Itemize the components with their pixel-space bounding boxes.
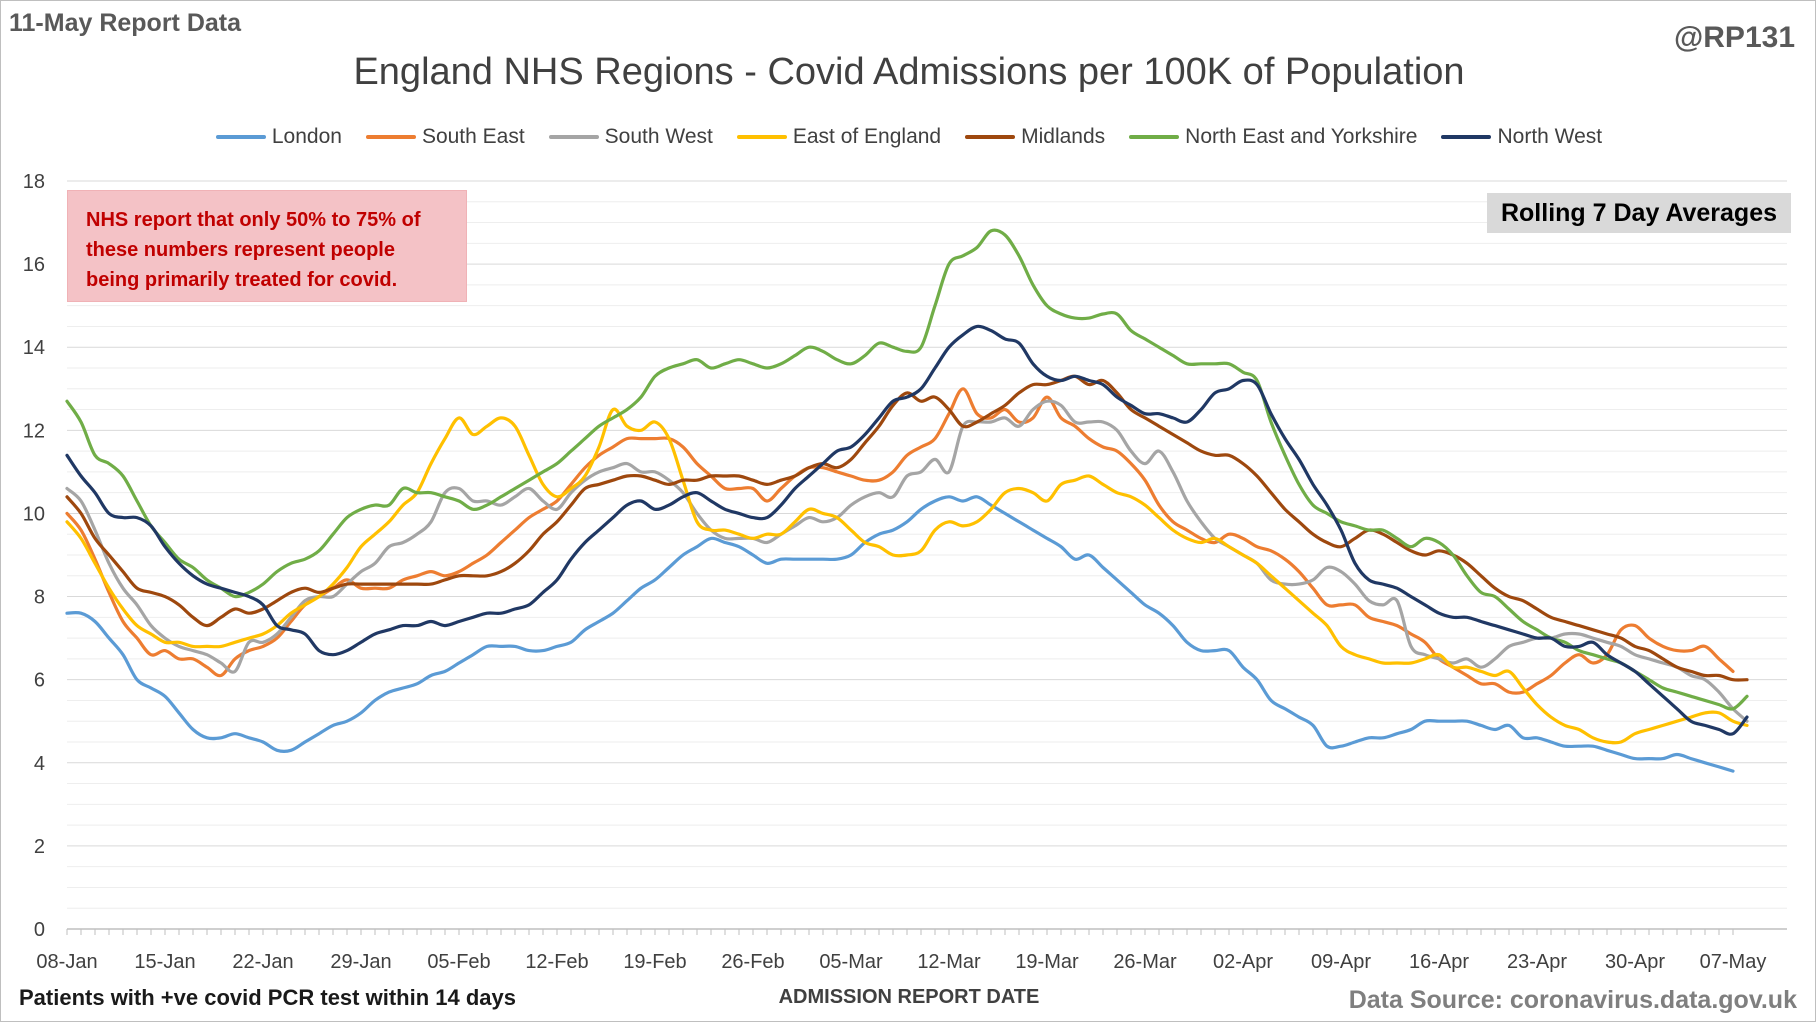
x-tick-label: 15-Jan (134, 951, 195, 973)
note-line: being primarily treated for covid. (86, 269, 398, 291)
y-tick-label: 0 (34, 919, 45, 941)
legend-item-london: London (215, 125, 342, 149)
legend-item-north-east-and-yorkshire: North East and Yorkshire (1129, 125, 1417, 149)
legend-label: Midlands (1021, 125, 1106, 148)
x-tick-label: 08-Jan (36, 951, 97, 973)
y-tick-label: 18 (23, 171, 45, 193)
x-tick-label: 12-Mar (917, 951, 981, 973)
legend-label: North East and Yorkshire (1185, 125, 1418, 148)
x-tick-label: 05-Mar (819, 951, 883, 973)
legend-item-east-of-england: East of England (736, 125, 942, 149)
y-tick-label: 4 (34, 753, 45, 775)
legend-label: South West (604, 125, 713, 148)
series-line-london (65, 495, 1735, 773)
y-tick-label: 10 (23, 503, 45, 525)
note-line: NHS report that only 50% to 75% of (86, 209, 421, 231)
x-tick-label: 19-Feb (623, 951, 686, 973)
legend-swatch (215, 135, 266, 139)
x-tick-label: 26-Mar (1113, 951, 1177, 973)
x-tick-label: 30-Apr (1605, 951, 1665, 973)
y-tick-label: 8 (34, 587, 45, 609)
legend-label: London (271, 125, 342, 148)
x-tick-label: 02-Apr (1213, 951, 1273, 973)
author-handle: @RP131 (1674, 21, 1795, 54)
y-tick-label: 6 (34, 670, 45, 692)
series-lines (65, 228, 1749, 773)
legend-item-south-west: South West (548, 125, 713, 149)
x-tick-label: 09-Apr (1311, 951, 1371, 973)
x-tick-label: 05-Feb (427, 951, 490, 973)
legend-swatch (365, 135, 416, 139)
x-tick-label: 07-May (1700, 951, 1767, 973)
legend-item-south-east: South East (365, 125, 525, 149)
chart-title: England NHS Regions - Covid Admissions p… (353, 51, 1465, 93)
legend-item-north-west: North West (1441, 125, 1602, 149)
legend-label: North West (1497, 125, 1603, 148)
report-date-label: 11-May Report Data (9, 9, 242, 37)
gridlines (67, 180, 1787, 930)
legend-swatch (965, 135, 1016, 139)
x-axis-title: ADMISSION REPORT DATE (778, 986, 1040, 1008)
legend-swatch (1129, 135, 1180, 139)
data-source: Data Source: coronavirus.data.gov.uk (1348, 986, 1797, 1014)
legend-item-midlands: Midlands (965, 125, 1105, 149)
series-line-midlands (65, 374, 1749, 682)
y-tick-label: 2 (34, 836, 45, 858)
y-tick-label: 12 (23, 420, 45, 442)
series-line-south-west (65, 399, 1749, 723)
x-tick-label: 26-Feb (721, 951, 784, 973)
x-tick-label: 29-Jan (330, 951, 391, 973)
legend-swatch (548, 135, 599, 139)
series-line-east-of-england (65, 407, 1749, 745)
series-line-north-east-and-yorkshire (65, 228, 1749, 711)
x-tick-label: 16-Apr (1409, 951, 1469, 973)
y-tick-label: 16 (23, 254, 45, 276)
legend-label: East of England (792, 125, 942, 148)
x-tick-label: 23-Apr (1507, 951, 1567, 973)
x-tick-label: 19-Mar (1015, 951, 1079, 973)
x-tick-label: 22-Jan (232, 951, 293, 973)
legend-label: South East (421, 125, 525, 148)
x-tick-label: 12-Feb (525, 951, 588, 973)
note-box: NHS report that only 50% to 75% of these… (67, 190, 467, 302)
legend-swatch (736, 135, 787, 139)
footnote-pcr: Patients with +ve covid PCR test within … (19, 985, 516, 1010)
y-tick-label: 14 (23, 337, 45, 359)
series-line-north-west (65, 324, 1749, 736)
note-line: these numbers represent people (86, 239, 395, 261)
legend-swatch (1441, 135, 1492, 139)
rolling-average-badge: Rolling 7 Day Averages (1487, 193, 1791, 233)
axes: 0 2 4 6 8 10 12 14 16 18 08-Jan 15-Jan 22-Jan 29-Jan 0… (23, 171, 1787, 973)
legend: London South East South West East of Englan… (1, 125, 1816, 149)
